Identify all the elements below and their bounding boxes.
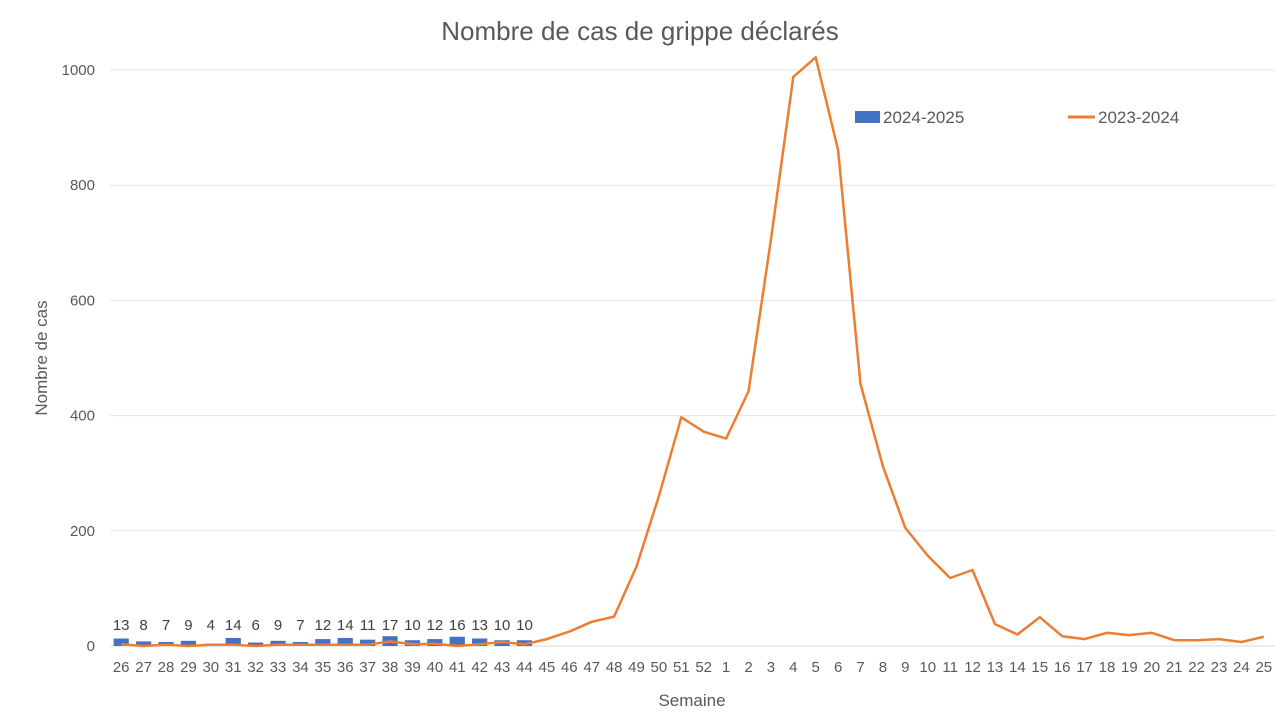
bar-data-label: 9 bbox=[274, 617, 282, 634]
x-tick-label: 20 bbox=[1143, 659, 1160, 676]
x-tick-label: 47 bbox=[583, 659, 600, 676]
x-tick-label: 5 bbox=[812, 659, 820, 676]
x-tick-label: 9 bbox=[901, 659, 909, 676]
x-tick-label: 7 bbox=[856, 659, 864, 676]
x-tick-label: 29 bbox=[180, 659, 197, 676]
x-tick-label: 44 bbox=[516, 659, 533, 676]
x-tick-label: 19 bbox=[1121, 659, 1138, 676]
y-tick-label: 1000 bbox=[62, 62, 95, 79]
x-tick-label: 24 bbox=[1233, 659, 1250, 676]
line-path bbox=[121, 57, 1264, 646]
bar-data-label: 13 bbox=[113, 617, 130, 634]
bar-data-label: 7 bbox=[162, 617, 170, 634]
x-tick-label: 39 bbox=[404, 659, 421, 676]
legend-swatch-2024-2025 bbox=[855, 111, 880, 123]
bar-data-label: 14 bbox=[337, 617, 354, 634]
x-tick-label: 31 bbox=[225, 659, 242, 676]
y-tick-label: 800 bbox=[70, 177, 95, 194]
x-tick-label: 26 bbox=[113, 659, 130, 676]
x-tick-label: 34 bbox=[292, 659, 309, 676]
x-tick-label: 28 bbox=[158, 659, 175, 676]
x-tick-label: 52 bbox=[695, 659, 712, 676]
x-axis-label: Semaine bbox=[658, 691, 725, 710]
y-tick-label: 200 bbox=[70, 523, 95, 540]
bar-data-label: 6 bbox=[251, 617, 259, 634]
x-tick-label: 8 bbox=[879, 659, 887, 676]
x-tick-label: 42 bbox=[471, 659, 488, 676]
x-tick-label: 6 bbox=[834, 659, 842, 676]
x-tick-label: 13 bbox=[987, 659, 1004, 676]
x-tick-label: 30 bbox=[202, 659, 219, 676]
x-tick-label: 35 bbox=[314, 659, 331, 676]
bar-data-label: 9 bbox=[184, 617, 192, 634]
chart-title: Nombre de cas de grippe déclarés bbox=[441, 16, 838, 46]
bar-data-label: 10 bbox=[494, 617, 511, 634]
bar-data-label: 17 bbox=[382, 617, 399, 634]
gridlines bbox=[110, 70, 1275, 646]
y-tick-label: 0 bbox=[87, 638, 95, 655]
x-tick-label: 15 bbox=[1031, 659, 1048, 676]
bar-data-label: 4 bbox=[207, 617, 215, 634]
y-tick-label: 400 bbox=[70, 408, 95, 425]
x-tick-label: 36 bbox=[337, 659, 354, 676]
x-tick-label: 10 bbox=[919, 659, 936, 676]
x-tick-label: 40 bbox=[427, 659, 444, 676]
x-tick-label: 17 bbox=[1076, 659, 1093, 676]
bar-data-label: 14 bbox=[225, 617, 242, 634]
x-tick-label: 45 bbox=[539, 659, 556, 676]
y-tick-label: 600 bbox=[70, 292, 95, 309]
bar-data-label: 16 bbox=[449, 617, 466, 634]
x-tick-label: 22 bbox=[1188, 659, 1205, 676]
legend: 2024-2025 2023-2024 bbox=[855, 108, 1179, 127]
bar-data-label: 11 bbox=[360, 617, 376, 634]
line-series-2023-2024 bbox=[121, 57, 1264, 646]
legend-label-2024-2025: 2024-2025 bbox=[883, 108, 964, 127]
x-tick-label: 32 bbox=[247, 659, 264, 676]
x-tick-label: 12 bbox=[964, 659, 981, 676]
bar-data-label: 8 bbox=[139, 617, 147, 634]
x-tick-label: 49 bbox=[628, 659, 645, 676]
bar-data-label: 10 bbox=[516, 617, 533, 634]
x-tick-label: 33 bbox=[270, 659, 287, 676]
x-tick-label: 46 bbox=[561, 659, 578, 676]
bar-data-label: 10 bbox=[404, 617, 421, 634]
bar-data-label: 7 bbox=[296, 617, 304, 634]
x-tick-label: 51 bbox=[673, 659, 690, 676]
x-tick-label: 38 bbox=[382, 659, 399, 676]
x-tick-label: 11 bbox=[942, 659, 958, 676]
x-tick-label: 14 bbox=[1009, 659, 1026, 676]
x-tick-label: 1 bbox=[722, 659, 730, 676]
x-tick-label: 41 bbox=[449, 659, 466, 676]
x-tick-label: 37 bbox=[359, 659, 376, 676]
bar-data-label: 13 bbox=[471, 617, 488, 634]
bar-data-label: 12 bbox=[427, 617, 444, 634]
x-tick-label: 25 bbox=[1255, 659, 1272, 676]
x-tick-label: 4 bbox=[789, 659, 797, 676]
x-tick-label: 50 bbox=[651, 659, 668, 676]
x-tick-label: 18 bbox=[1099, 659, 1116, 676]
legend-label-2023-2024: 2023-2024 bbox=[1098, 108, 1179, 127]
x-tick-label: 16 bbox=[1054, 659, 1071, 676]
bar-data-label: 12 bbox=[314, 617, 331, 634]
x-tick-label: 48 bbox=[606, 659, 623, 676]
x-tick-label: 23 bbox=[1211, 659, 1228, 676]
x-tick-label: 21 bbox=[1166, 659, 1183, 676]
x-tick-label: 43 bbox=[494, 659, 511, 676]
y-axis-ticks: 0 200 400 600 800 1000 bbox=[62, 62, 95, 655]
x-tick-label: 2 bbox=[744, 659, 752, 676]
x-tick-label: 3 bbox=[767, 659, 775, 676]
x-tick-label: 27 bbox=[135, 659, 152, 676]
y-axis-label: Nombre de cas bbox=[32, 300, 51, 415]
